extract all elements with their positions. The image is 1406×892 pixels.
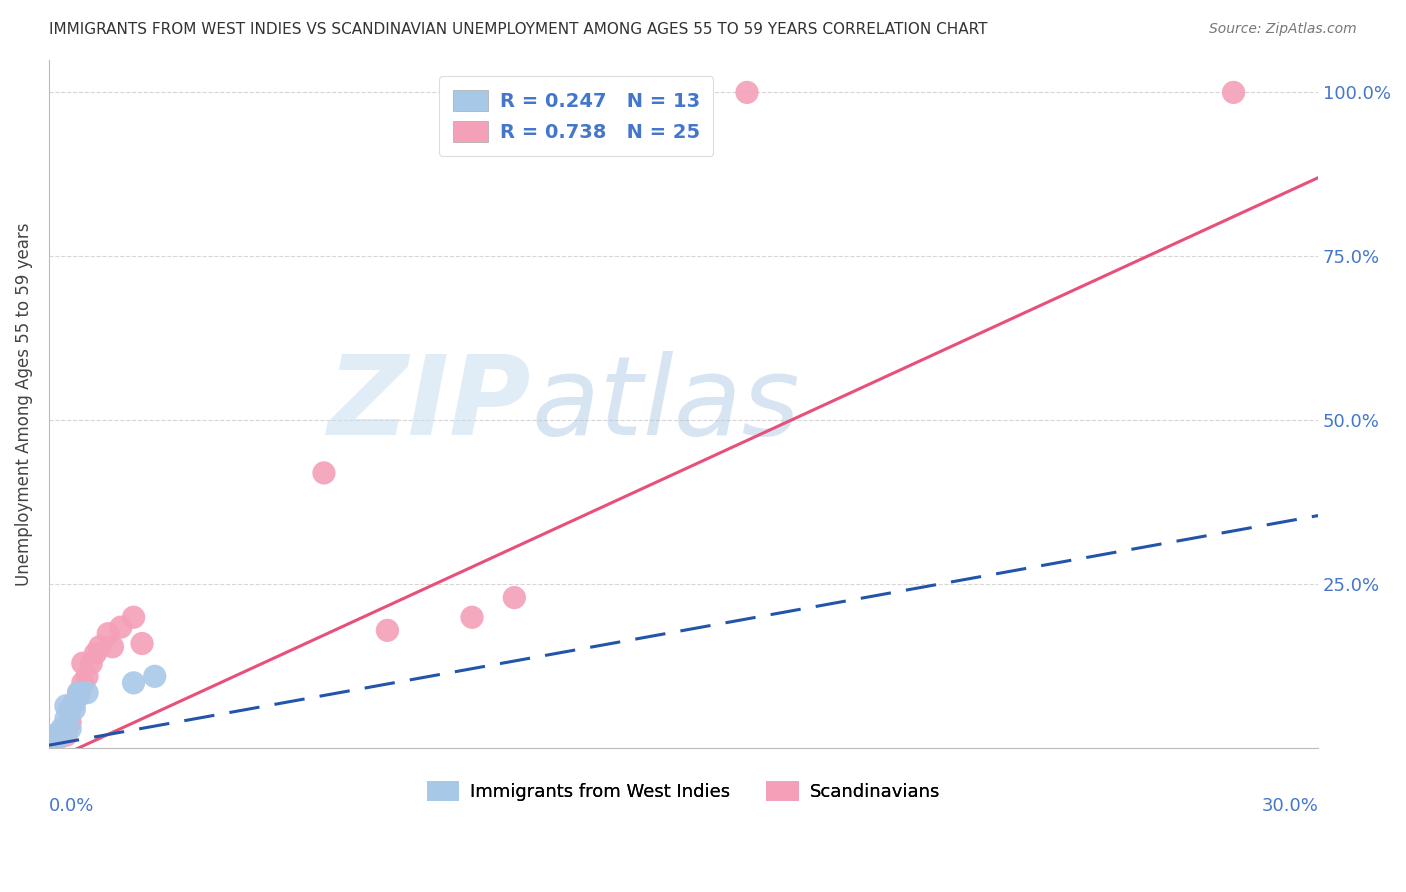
Text: ZIP: ZIP [328,351,531,458]
Point [110,620,132,634]
Point [63,696,86,710]
Text: 30.0%: 30.0% [1261,797,1319,814]
Point [42,728,65,742]
Point [46,731,69,746]
Text: Source: ZipAtlas.com: Source: ZipAtlas.com [1209,22,1357,37]
Point [67,686,90,700]
Point [59,715,82,730]
Point [46,731,69,746]
Point [63,702,86,716]
Text: IMMIGRANTS FROM WEST INDIES VS SCANDINAVIAN UNEMPLOYMENT AMONG AGES 55 TO 59 YEA: IMMIGRANTS FROM WEST INDIES VS SCANDINAV… [49,22,987,37]
Point [42,735,65,749]
Point [97,626,120,640]
Text: atlas: atlas [531,351,800,458]
Legend: Immigrants from West Indies, Scandinavians: Immigrants from West Indies, Scandinavia… [420,774,948,808]
Point [101,640,124,654]
Point [131,636,153,650]
Point [55,698,77,713]
Point [89,640,111,654]
Point [143,669,166,683]
Point [76,669,98,683]
Point [55,712,77,726]
Point [122,676,145,690]
Point [503,591,526,605]
Point [67,686,90,700]
Text: 0.0%: 0.0% [49,797,94,814]
Point [51,725,73,739]
Point [76,686,98,700]
Point [735,86,758,100]
Point [312,466,335,480]
Point [377,624,399,638]
Point [122,610,145,624]
Point [59,702,82,716]
Point [1222,86,1244,100]
Point [51,722,73,736]
Y-axis label: Unemployment Among Ages 55 to 59 years: Unemployment Among Ages 55 to 59 years [15,222,32,586]
Point [55,728,77,742]
Point [59,702,82,716]
Point [67,689,90,703]
Point [72,656,94,670]
Point [84,646,107,660]
Point [461,610,484,624]
Point [80,656,103,670]
Point [59,722,82,736]
Point [72,676,94,690]
